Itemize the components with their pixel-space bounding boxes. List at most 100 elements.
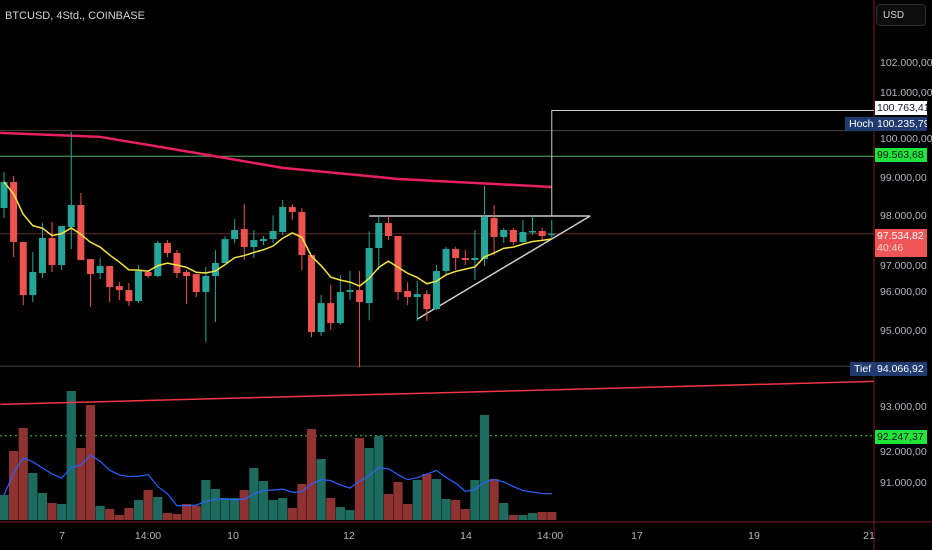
time-tick: 10 <box>227 530 239 542</box>
candle-body <box>250 240 258 248</box>
currency-button[interactable]: USD <box>876 4 926 26</box>
volume-bar <box>18 428 28 520</box>
candle-body <box>144 272 152 277</box>
candle-body <box>29 272 37 296</box>
candle-body <box>519 232 527 243</box>
candle-body <box>490 217 498 238</box>
price-tick: 98.000,00 <box>880 210 927 222</box>
ma200-line <box>0 131 552 189</box>
volume-bar <box>47 503 57 520</box>
volume-bar <box>374 436 384 520</box>
volume-bar <box>57 504 67 520</box>
time-tick: 14:00 <box>536 530 564 542</box>
volume-bar <box>95 506 105 520</box>
volume-bar <box>133 500 144 520</box>
candle-body <box>481 216 488 260</box>
volume-bar <box>354 438 365 520</box>
price-tick: 93.000,00 <box>880 401 927 413</box>
volume-bar <box>28 473 38 520</box>
volume-bar <box>422 474 432 520</box>
volume-bar <box>460 509 470 520</box>
symbol-title: BTCUSD, 4Std., COINBASE <box>5 10 145 22</box>
candle-body <box>327 303 335 324</box>
candle-body <box>115 286 123 291</box>
last-price-value: 97.534,82 <box>877 230 924 242</box>
volume-bar <box>172 514 182 520</box>
candle-body <box>125 290 133 302</box>
time-tick: 12 <box>343 530 355 542</box>
price-tick: 100.000,00 <box>880 133 932 145</box>
low-value-tag: 94.066,92 <box>875 362 927 376</box>
volume-bar <box>326 498 336 520</box>
price-tick: 102.000,00 <box>880 57 932 69</box>
volume-bar <box>431 479 442 520</box>
volume-bar <box>316 459 326 520</box>
price-tick: 92.000,00 <box>880 446 927 458</box>
volume-bar <box>0 495 9 520</box>
candle-body <box>308 255 316 333</box>
candle-body <box>96 266 104 274</box>
time-tick: 14:00 <box>134 530 162 542</box>
volume-bar <box>441 499 451 520</box>
ema-line <box>3 181 552 287</box>
time-tick: 7 <box>59 530 65 542</box>
candle-body <box>317 303 325 333</box>
candle-body <box>375 222 383 249</box>
volume-bar <box>124 508 134 520</box>
volume-bar <box>268 500 278 520</box>
price-tick: 95.000,00 <box>880 325 927 337</box>
candle-body <box>154 243 162 277</box>
volume-bar <box>201 480 211 520</box>
high-value-tag: 100.235,79 <box>875 117 927 131</box>
candle-body <box>183 272 191 277</box>
triangle-bottom-line <box>416 215 591 320</box>
candle-body <box>548 233 556 236</box>
candle-body <box>163 243 171 254</box>
candle-body <box>384 222 392 237</box>
candle-body <box>240 229 248 248</box>
candle-body <box>269 231 277 240</box>
volume-bar <box>76 448 86 520</box>
volume-bar <box>547 512 557 520</box>
price-tick: 97.000,00 <box>880 260 927 272</box>
candle-body <box>202 276 210 293</box>
candle-body <box>336 292 344 324</box>
volume-bar <box>278 498 288 520</box>
candle-body <box>135 271 143 302</box>
volume-bar <box>451 500 461 520</box>
candle-body <box>211 263 219 277</box>
candle-body <box>346 290 354 293</box>
green-dotted-tag: 92.247,37 <box>875 430 927 444</box>
volume-bar <box>210 489 221 520</box>
candle-body <box>529 231 537 233</box>
volume-bar <box>66 391 76 520</box>
low-label: Tief <box>850 362 876 376</box>
candle-body <box>86 259 94 275</box>
bar-countdown: 40:46 <box>877 242 904 254</box>
volume-bar <box>143 490 153 520</box>
time-tick: 19 <box>748 530 760 542</box>
candle-body <box>413 294 421 298</box>
candle-body <box>231 230 239 240</box>
candle-body <box>298 211 306 256</box>
candle-body <box>509 230 517 243</box>
price-tick: 96.000,00 <box>880 286 927 298</box>
candle-body <box>423 294 431 310</box>
price-tick: 91.000,00 <box>880 477 927 489</box>
candle-body <box>77 204 85 261</box>
candle-body <box>192 274 200 293</box>
volume-bar <box>364 448 374 520</box>
time-tick: 21 <box>863 530 875 542</box>
candle-body <box>500 230 508 238</box>
candle-body <box>471 258 479 261</box>
white-level-tag: 100.763,41 <box>875 101 927 115</box>
price-tick: 101.000,00 <box>880 87 932 99</box>
volume-ma-line <box>3 454 552 507</box>
green-level-tag: 99.563,68 <box>875 148 927 162</box>
volume-bar <box>85 405 96 520</box>
red-trendline <box>0 380 874 406</box>
volume-bar <box>499 503 509 520</box>
candle-body <box>394 236 402 293</box>
candle-body <box>279 206 287 233</box>
